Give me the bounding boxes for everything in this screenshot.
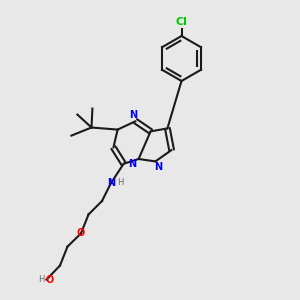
Text: N: N [129,110,137,120]
Text: O: O [77,228,85,239]
Text: H: H [117,178,123,187]
Text: N: N [107,178,115,188]
Text: N: N [128,159,136,170]
Text: N: N [154,162,163,172]
Text: Cl: Cl [176,17,188,27]
Text: O: O [45,274,54,285]
Text: H: H [38,275,44,284]
